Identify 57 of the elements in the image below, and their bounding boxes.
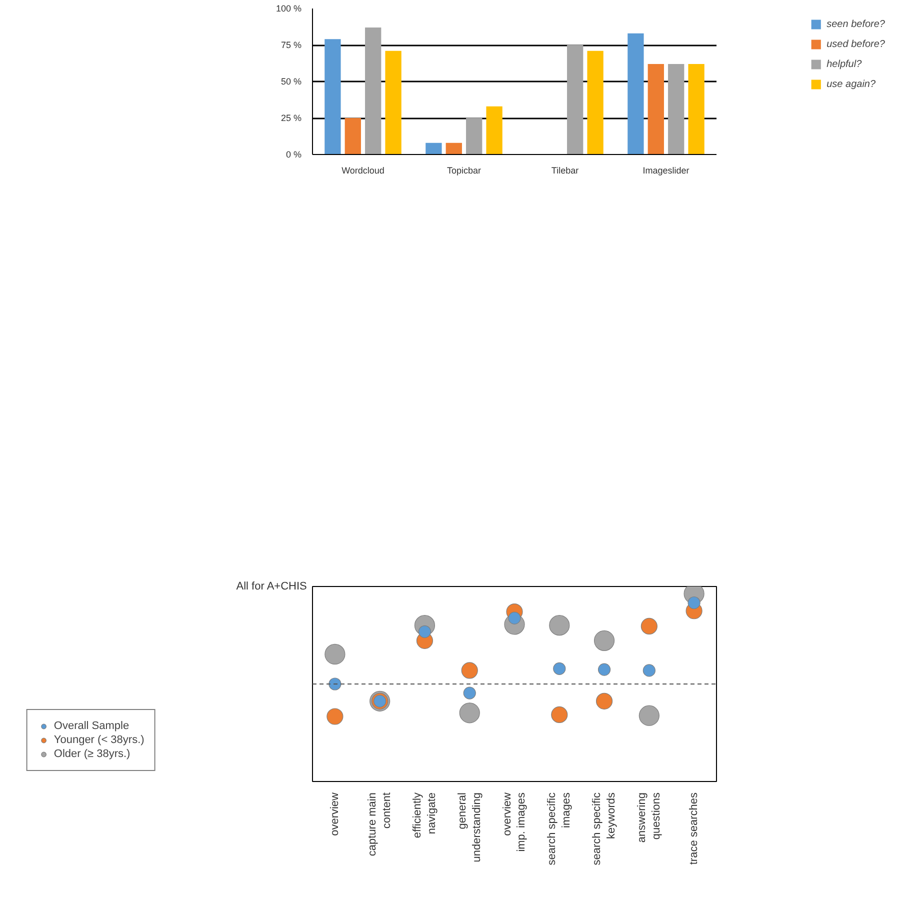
x-tick-label: Tilebar	[551, 166, 579, 176]
point	[551, 706, 568, 723]
point	[461, 662, 478, 679]
x-tick-label: overview	[328, 792, 341, 836]
bar	[385, 50, 402, 154]
x-tick-label: general understanding	[456, 792, 483, 862]
bar	[688, 64, 704, 154]
y-tick-label: 100 %	[276, 4, 302, 14]
x-tick-label: answering questions	[636, 792, 662, 843]
y-tick-label: 25 %	[280, 113, 302, 123]
point	[328, 678, 342, 690]
x-tick-label: efficiently navigate	[412, 792, 438, 838]
bar	[587, 50, 604, 154]
bar	[668, 64, 684, 154]
point	[638, 705, 660, 726]
bar	[324, 39, 341, 154]
point	[418, 625, 432, 638]
x-tick-label: trace searches	[688, 792, 700, 865]
point	[326, 708, 344, 725]
point	[553, 662, 566, 675]
text: All for A+CHIS	[236, 580, 307, 592]
point	[459, 702, 480, 724]
bar	[466, 118, 482, 154]
legend-label: used before?	[826, 38, 885, 50]
bar	[365, 27, 382, 154]
point	[324, 644, 346, 664]
point	[508, 612, 521, 624]
legend-label: helpful?	[826, 58, 862, 70]
legend-label: seen before?	[826, 18, 885, 30]
bar	[446, 142, 462, 154]
y-tick-label: 50 %	[280, 76, 302, 86]
point	[549, 615, 570, 636]
bar	[344, 118, 361, 154]
point	[463, 686, 476, 700]
point	[640, 618, 658, 635]
x-tick-label: Topicbar	[446, 166, 482, 176]
point	[594, 630, 615, 651]
point	[688, 596, 700, 610]
point	[598, 663, 611, 676]
bar	[426, 142, 442, 154]
legend-label: Overall Sample	[54, 720, 130, 732]
legend-label: Older (≥ 38yrs.)	[54, 748, 130, 760]
x-tick-label: Wordcloud	[342, 166, 384, 176]
legend-label: Younger (< 38yrs.)	[54, 734, 144, 746]
bar	[567, 45, 584, 154]
bar	[486, 106, 502, 154]
point	[596, 692, 613, 710]
y-tick-label: 0 %	[286, 150, 302, 160]
x-tick-label: Imageslider	[642, 166, 690, 176]
point	[642, 664, 656, 677]
x-tick-label: overview imp. images	[501, 792, 528, 852]
x-tick-label: capture main content	[366, 792, 394, 856]
bar	[628, 33, 644, 154]
y-tick-label: 75 %	[280, 40, 302, 50]
bar	[648, 64, 664, 154]
legend-label: use again?	[826, 78, 876, 90]
x-tick-label: search specific images	[546, 792, 573, 866]
